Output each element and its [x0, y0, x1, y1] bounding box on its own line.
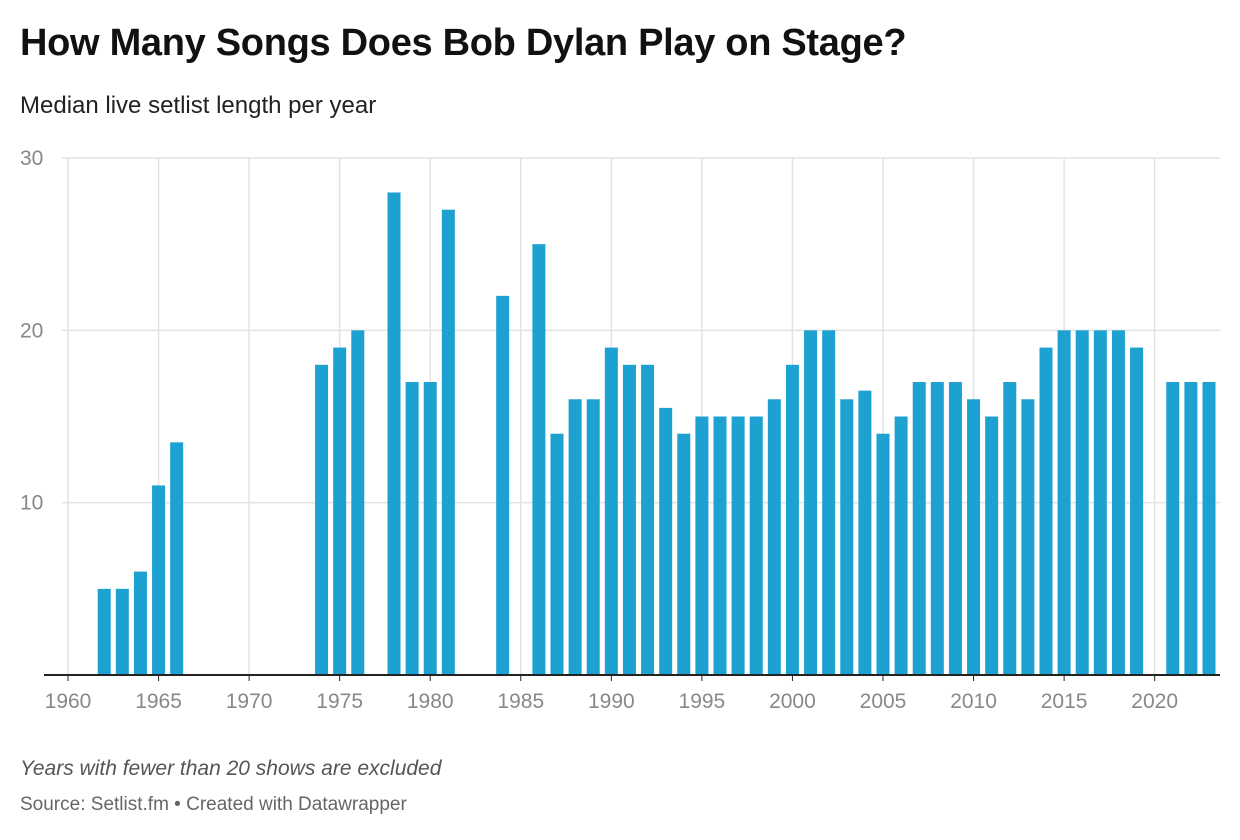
bar-1987 — [550, 433, 564, 675]
bar-2016 — [1075, 330, 1089, 675]
x-tick-label: 1970 — [226, 690, 273, 713]
source-link[interactable]: Setlist.fm — [90, 794, 169, 815]
bar-1993 — [659, 407, 673, 675]
bar-2018 — [1111, 330, 1125, 675]
bar-1990 — [604, 347, 618, 675]
bar-1999 — [767, 399, 781, 675]
y-tick-label: 30 — [20, 147, 43, 170]
bar-1994 — [677, 433, 691, 675]
x-tick-label: 1990 — [588, 690, 635, 713]
bar-1964 — [133, 571, 147, 675]
x-tick-label: 1985 — [497, 690, 544, 713]
bar-2012 — [1003, 382, 1017, 675]
bar-2006 — [894, 416, 908, 675]
bar-2015 — [1057, 330, 1071, 675]
bar-1980 — [423, 382, 437, 675]
bar-2022 — [1184, 382, 1198, 675]
bar-2007 — [912, 382, 926, 675]
bar-1992 — [641, 364, 655, 675]
bar-1962 — [97, 588, 111, 675]
bar-1997 — [731, 416, 745, 675]
axes: 10 20 30 1960 1965 1970 1975 1980 1985 1990 1995 20… — [20, 147, 1220, 713]
bar-1976 — [351, 330, 365, 675]
bar-1966 — [170, 442, 184, 675]
bar-1988 — [568, 399, 582, 675]
x-tick-label: 1980 — [407, 690, 454, 713]
bar-2003 — [840, 399, 854, 675]
bar-1963 — [115, 588, 129, 675]
bar-1979 — [405, 382, 419, 675]
bar-2011 — [985, 416, 999, 675]
x-tick-label: 2005 — [860, 690, 907, 713]
bar-1974 — [315, 364, 329, 675]
x-tick-label: 1975 — [316, 690, 363, 713]
bars — [97, 192, 1216, 675]
bar-2008 — [930, 382, 944, 675]
bar-1984 — [496, 295, 510, 675]
bar-2004 — [858, 390, 872, 675]
source-line: Source: Setlist.fm • Created with Datawr… — [20, 794, 407, 816]
bar-1975 — [333, 347, 347, 675]
bar-2001 — [804, 330, 818, 675]
bar-1995 — [695, 416, 709, 675]
bar-2013 — [1021, 399, 1035, 675]
bar-2021 — [1166, 382, 1180, 675]
x-tick-label: 2015 — [1041, 690, 1088, 713]
bar-2019 — [1130, 347, 1144, 675]
source-label: Source: — [20, 794, 91, 815]
footnote: Years with fewer than 20 shows are exclu… — [20, 757, 442, 780]
chart-title: How Many Songs Does Bob Dylan Play on St… — [20, 22, 907, 64]
bar-1981 — [441, 209, 455, 675]
x-tick-label: 1960 — [45, 690, 92, 713]
bar-2014 — [1039, 347, 1053, 675]
bar-1991 — [622, 364, 636, 675]
bar-1986 — [532, 244, 546, 675]
bar-1998 — [749, 416, 763, 675]
x-tick-label: 2010 — [950, 690, 997, 713]
bar-2023 — [1202, 382, 1216, 675]
bar-1989 — [586, 399, 600, 675]
bar-1978 — [387, 192, 401, 675]
bar-2009 — [948, 382, 962, 675]
bar-2002 — [822, 330, 836, 675]
bar-2010 — [967, 399, 981, 675]
x-tick-label: 1965 — [135, 690, 182, 713]
bar-1965 — [152, 485, 166, 675]
x-tick-label: 2020 — [1131, 690, 1178, 713]
chart-subtitle: Median live setlist length per year — [20, 92, 377, 119]
y-tick-label: 20 — [20, 319, 43, 342]
bar-1996 — [713, 416, 727, 675]
created-with-link[interactable]: Created with Datawrapper — [186, 794, 407, 815]
y-tick-label: 10 — [20, 492, 43, 515]
separator: • — [168, 794, 187, 815]
x-tick-label: 2000 — [769, 690, 816, 713]
bar-2017 — [1093, 330, 1107, 675]
bar-2000 — [785, 364, 799, 675]
bar-2005 — [876, 433, 890, 675]
x-tick-label: 1995 — [679, 690, 726, 713]
